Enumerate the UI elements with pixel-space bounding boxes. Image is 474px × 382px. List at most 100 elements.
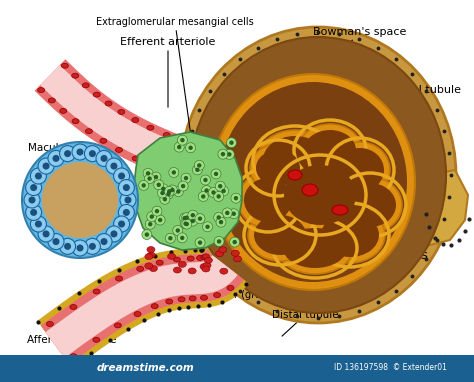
Ellipse shape: [304, 130, 356, 170]
Circle shape: [154, 175, 158, 179]
Circle shape: [64, 150, 71, 157]
Circle shape: [96, 233, 112, 249]
Circle shape: [145, 232, 149, 237]
Circle shape: [181, 219, 191, 229]
Circle shape: [177, 233, 187, 243]
Circle shape: [184, 222, 189, 226]
Circle shape: [145, 173, 155, 184]
Ellipse shape: [256, 150, 300, 186]
Ellipse shape: [219, 247, 227, 253]
Circle shape: [214, 236, 224, 246]
Ellipse shape: [46, 322, 54, 327]
Polygon shape: [134, 132, 242, 250]
Ellipse shape: [338, 177, 402, 233]
Circle shape: [165, 233, 175, 243]
Circle shape: [219, 186, 228, 196]
Text: Extraglomerular mesangial cells: Extraglomerular mesangial cells: [96, 17, 254, 162]
Ellipse shape: [137, 266, 144, 271]
Circle shape: [43, 230, 50, 238]
Circle shape: [180, 138, 184, 142]
Circle shape: [146, 171, 150, 176]
Circle shape: [60, 238, 75, 254]
Ellipse shape: [257, 130, 333, 190]
Circle shape: [84, 238, 100, 254]
Circle shape: [155, 209, 159, 213]
Ellipse shape: [178, 297, 185, 302]
Circle shape: [201, 186, 211, 196]
Circle shape: [176, 189, 181, 194]
Circle shape: [195, 214, 205, 223]
Circle shape: [38, 226, 54, 242]
Circle shape: [181, 173, 191, 183]
Circle shape: [72, 144, 88, 160]
Circle shape: [201, 175, 210, 185]
Ellipse shape: [200, 264, 208, 270]
Ellipse shape: [198, 146, 205, 151]
Circle shape: [167, 189, 172, 194]
Ellipse shape: [22, 142, 138, 258]
Circle shape: [217, 194, 221, 199]
Circle shape: [230, 237, 240, 247]
Ellipse shape: [147, 246, 155, 253]
Circle shape: [118, 204, 134, 220]
Circle shape: [194, 160, 204, 170]
Ellipse shape: [202, 254, 210, 259]
Circle shape: [203, 178, 208, 182]
Circle shape: [229, 141, 234, 145]
Circle shape: [100, 238, 108, 245]
Ellipse shape: [220, 268, 228, 274]
Circle shape: [174, 142, 184, 152]
Ellipse shape: [263, 136, 327, 184]
Ellipse shape: [134, 311, 141, 317]
Ellipse shape: [202, 266, 210, 272]
Circle shape: [182, 213, 191, 223]
Ellipse shape: [156, 260, 163, 265]
Circle shape: [232, 212, 236, 216]
Circle shape: [106, 226, 122, 242]
Circle shape: [106, 158, 122, 174]
Circle shape: [84, 146, 100, 162]
Circle shape: [221, 189, 226, 193]
Circle shape: [60, 146, 75, 162]
Ellipse shape: [278, 159, 362, 231]
Ellipse shape: [238, 172, 298, 228]
Ellipse shape: [132, 156, 139, 161]
Circle shape: [114, 216, 129, 232]
Ellipse shape: [168, 171, 175, 176]
Ellipse shape: [114, 323, 121, 328]
Circle shape: [100, 155, 108, 162]
Circle shape: [151, 172, 161, 182]
Circle shape: [118, 173, 125, 180]
Circle shape: [219, 220, 223, 224]
Circle shape: [188, 146, 193, 150]
Circle shape: [110, 230, 118, 238]
Ellipse shape: [145, 263, 153, 269]
Circle shape: [89, 243, 96, 250]
Text: Afferent arteriole: Afferent arteriole: [27, 310, 117, 345]
Ellipse shape: [288, 170, 302, 180]
Ellipse shape: [201, 255, 208, 260]
Circle shape: [158, 184, 168, 194]
Circle shape: [227, 138, 237, 148]
Text: Podocytes: Podocytes: [357, 231, 429, 262]
Circle shape: [30, 216, 46, 232]
Circle shape: [195, 168, 200, 172]
Circle shape: [156, 183, 161, 187]
Ellipse shape: [37, 87, 45, 92]
Circle shape: [89, 150, 96, 157]
Ellipse shape: [60, 108, 67, 113]
Ellipse shape: [302, 184, 318, 196]
Circle shape: [160, 191, 164, 195]
Ellipse shape: [187, 256, 194, 261]
Circle shape: [125, 196, 131, 204]
Circle shape: [214, 212, 224, 222]
Circle shape: [158, 218, 162, 222]
Circle shape: [155, 215, 165, 225]
Circle shape: [204, 188, 209, 193]
Ellipse shape: [163, 133, 170, 138]
Circle shape: [184, 176, 188, 180]
Circle shape: [166, 192, 171, 196]
Circle shape: [234, 196, 238, 200]
Ellipse shape: [42, 162, 118, 238]
Text: Macula densa: Macula densa: [28, 143, 100, 187]
